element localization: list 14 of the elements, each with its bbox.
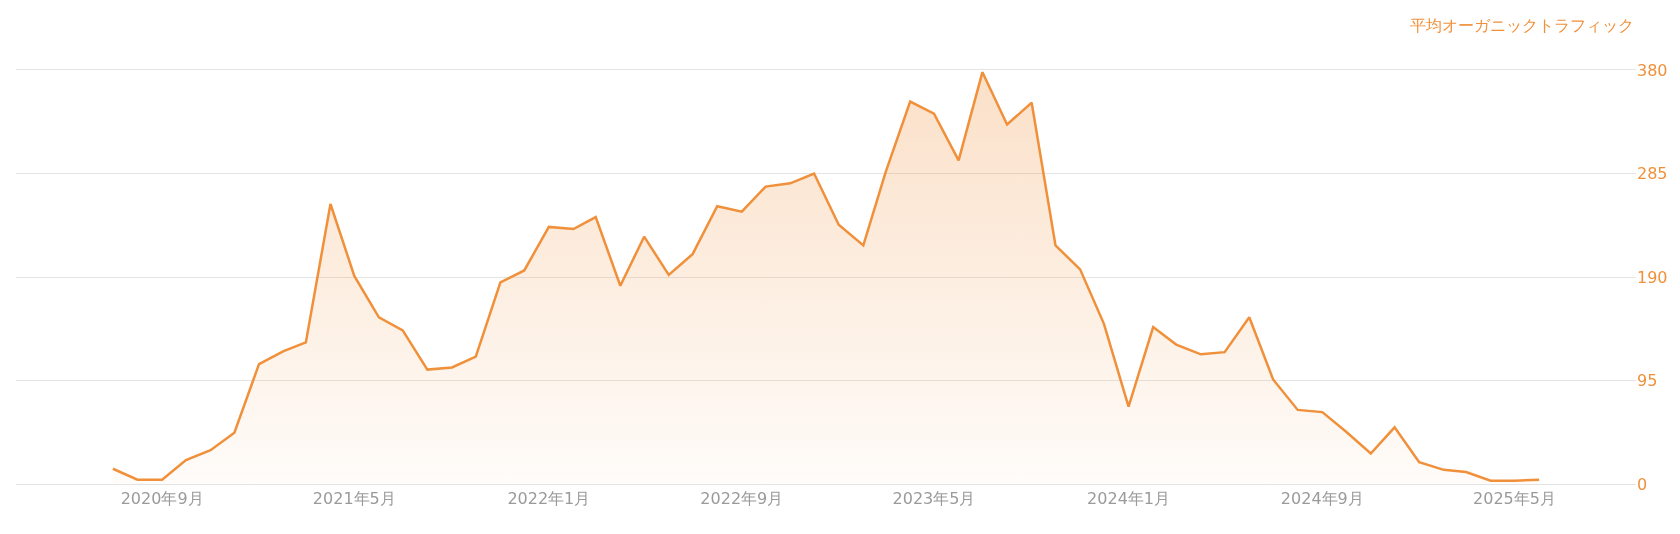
- y-tick-label: 190: [1637, 267, 1668, 287]
- y-tick-label: 95: [1637, 371, 1658, 391]
- y-tick-label: 285: [1637, 164, 1668, 184]
- x-tick-label: 2021年5月: [312, 489, 396, 509]
- x-tick-label: 2020年9月: [120, 489, 204, 509]
- x-tick-label: 2024年1月: [1087, 489, 1171, 509]
- y-tick-label: 0: [1637, 474, 1648, 494]
- x-tick-label: 2022年1月: [507, 489, 591, 509]
- x-tick-label: 2023年5月: [892, 489, 976, 509]
- x-tick-label: 2022年9月: [700, 489, 784, 509]
- y-axis-title: 平均オーガニックトラフィック: [1410, 16, 1634, 35]
- x-tick-label: 2025年5月: [1473, 489, 1556, 509]
- x-tick-label: 2024年9月: [1280, 489, 1364, 509]
- y-tick-label: 380: [1637, 60, 1668, 80]
